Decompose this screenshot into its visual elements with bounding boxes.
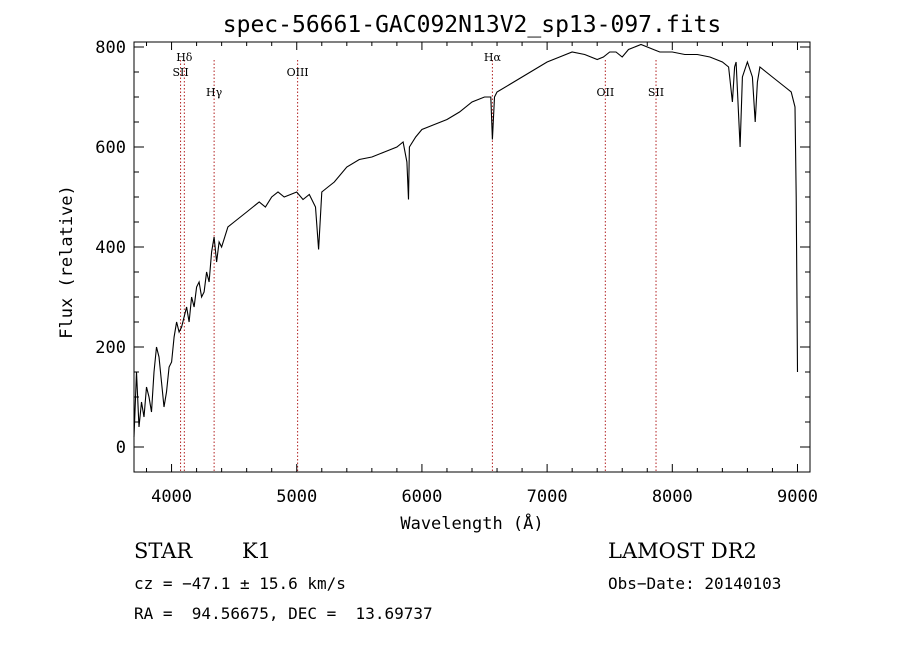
spectral-line-labels: Hδ SII Hγ OIII Hα OII SII [172,51,664,99]
x-axis-ticks: 4000 5000 6000 7000 8000 9000 [146,42,818,507]
object-class: STAR [134,539,193,563]
y-tick-label: 400 [95,238,126,258]
y-tick-label: 800 [95,38,126,58]
x-tick-label: 7000 [527,487,568,507]
x-axis-label: Wavelength (Å) [400,512,543,534]
y-tick-label: 0 [116,438,126,458]
spectral-line-label: OII [596,86,614,99]
survey-name: LAMOST DR2 [608,539,757,563]
spectral-line-label: OIII [287,66,309,79]
observation-date: Obs−Date: 20140103 [608,574,782,593]
x-tick-label: 5000 [276,487,317,507]
spectrum-series-line [133,43,799,438]
x-tick-label: 4000 [151,487,192,507]
x-tick-label: 9000 [777,487,818,507]
spectral-line-label: Hα [484,51,502,64]
x-tick-label: 8000 [652,487,693,507]
x-tick-label: 6000 [401,487,442,507]
redshift-velocity: cz = −47.1 ± 15.6 km/s [134,574,346,593]
spectral-line-label: Hδ [176,51,193,64]
y-tick-label: 200 [95,338,126,358]
y-axis-label: Flux (relative) [57,185,77,339]
coordinates: RA = 94.56675, DEC = 13.69737 [134,604,433,623]
spectral-line-label: SII [172,66,188,79]
plot-frame [133,41,811,473]
object-subclass: K1 [242,539,272,563]
y-tick-label: 600 [95,138,126,158]
y-axis-ticks: 0 200 400 600 800 [95,38,810,473]
spectral-line-label: SII [648,86,664,99]
spectral-line-label: Hγ [206,86,223,99]
chart-title: spec-56661-GAC092N13V2_sp13-097.fits [223,12,722,38]
spectral-line-markers [180,60,657,472]
